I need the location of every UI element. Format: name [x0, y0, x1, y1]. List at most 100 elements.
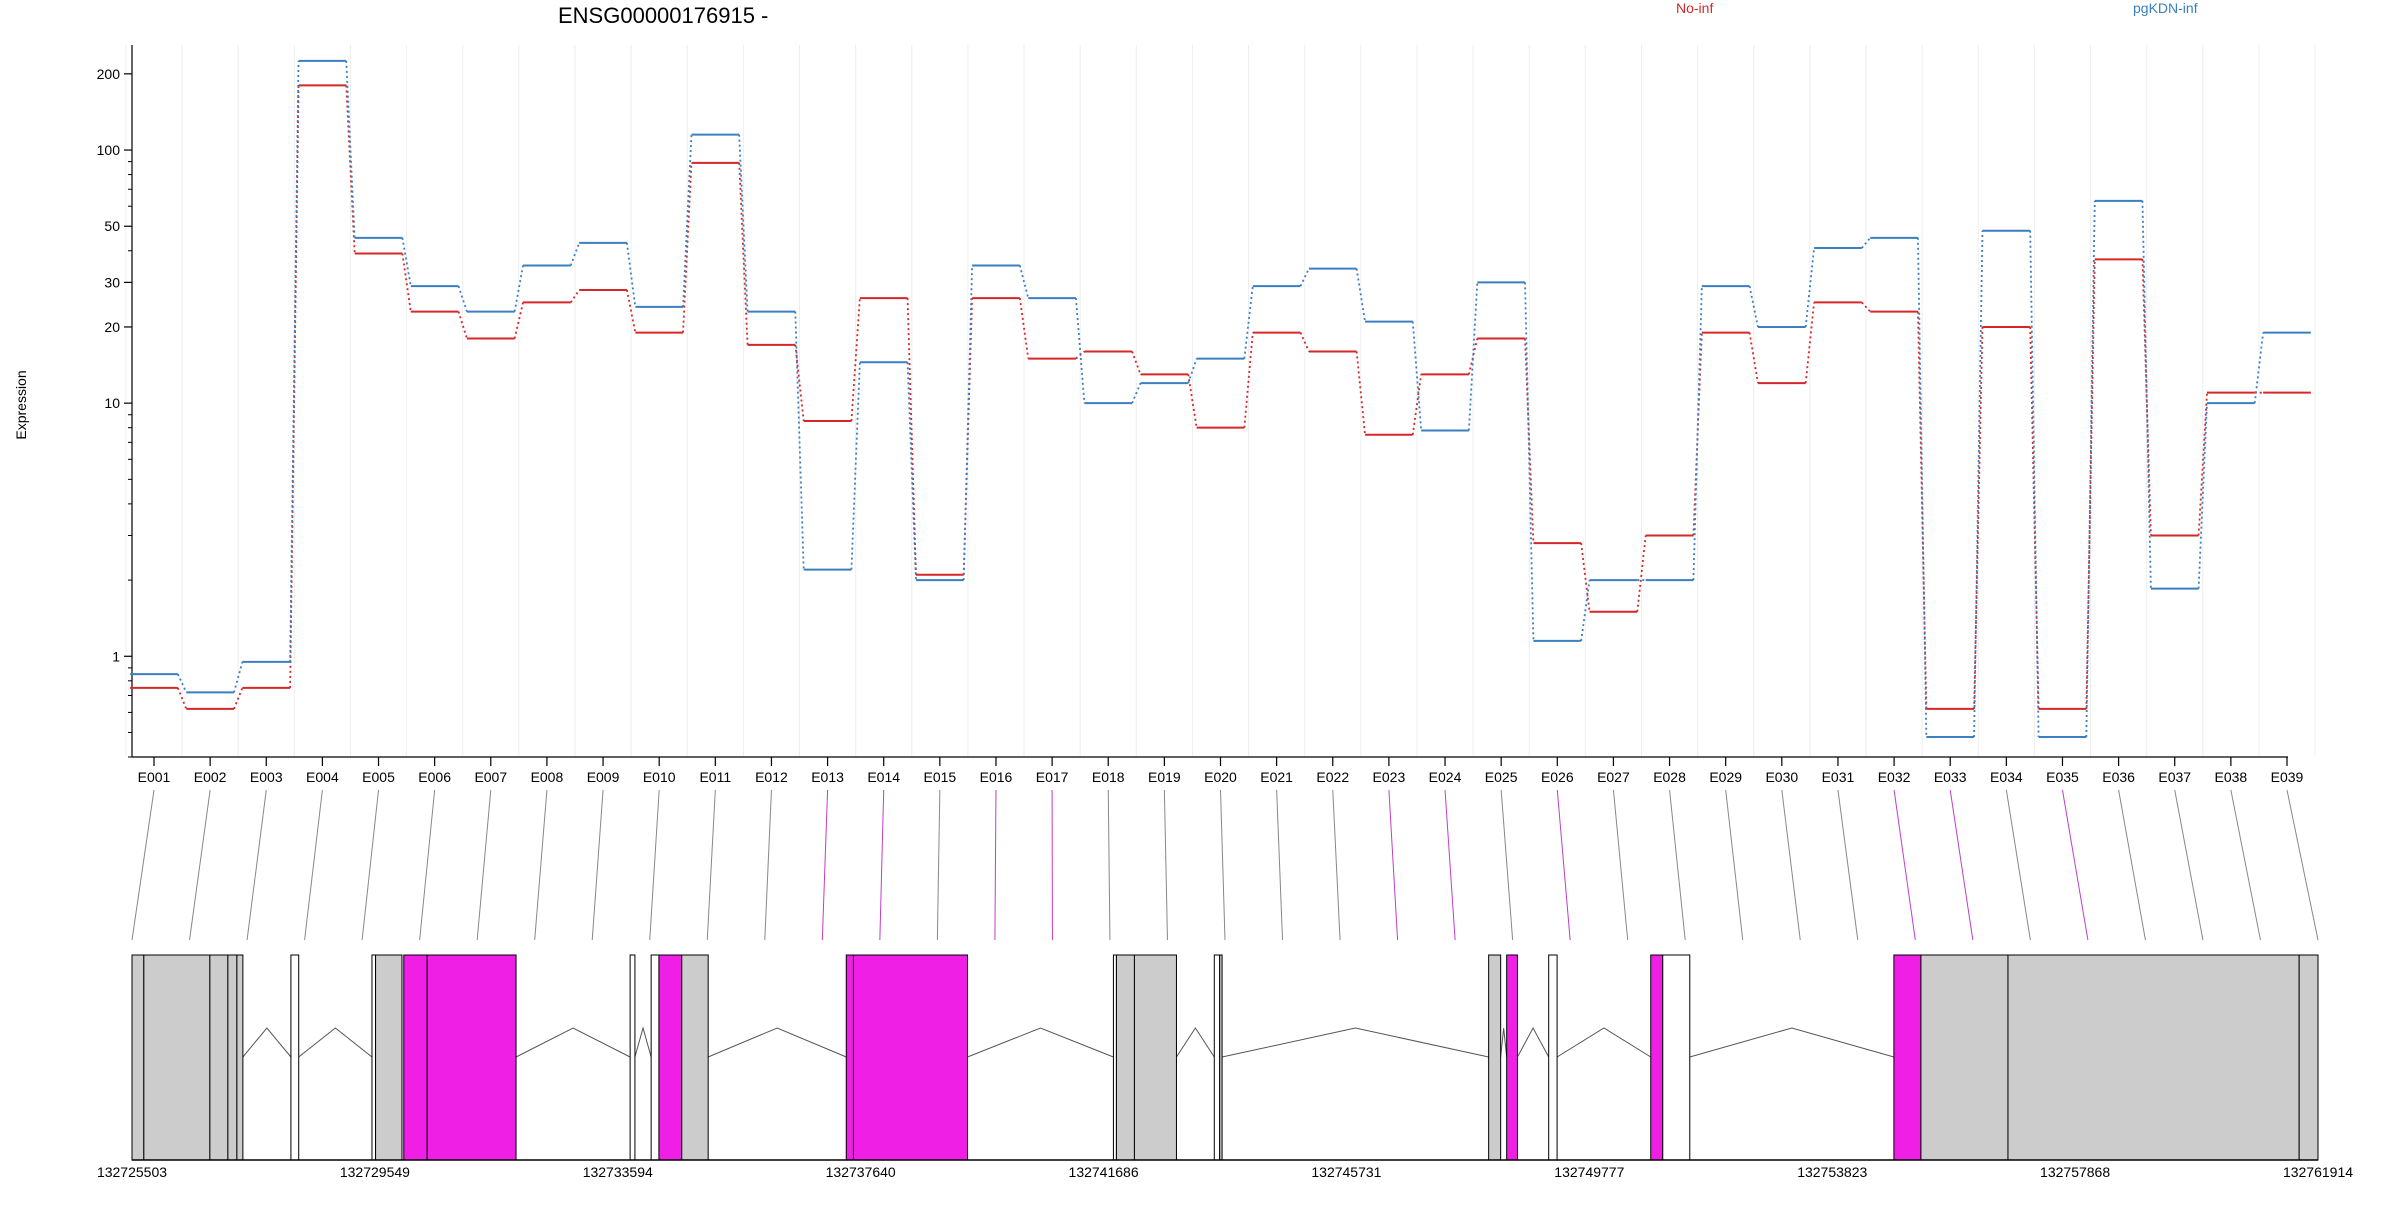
intron	[635, 1028, 651, 1057]
bin-connector	[995, 790, 996, 940]
bin-connector	[362, 790, 378, 940]
exon-block	[1489, 955, 1501, 1160]
bin-connector	[1670, 790, 1686, 940]
y-tick-label: 10	[104, 395, 120, 411]
intron	[1557, 1028, 1651, 1057]
x-tick-label: E009	[587, 769, 620, 785]
x-tick-label: E026	[1541, 769, 1574, 785]
intron	[708, 1028, 846, 1057]
exon-block	[2299, 955, 2318, 1160]
exon-block	[651, 955, 659, 1160]
exon-block	[659, 955, 682, 1160]
series-layer	[130, 61, 2311, 737]
genome-coordinate-label: 132729549	[340, 1164, 410, 1180]
bin-connector	[1838, 790, 1858, 940]
series-no-inf	[130, 85, 2311, 708]
y-axis-label: Expression	[13, 370, 29, 439]
bin-connector	[1221, 790, 1226, 940]
bin-connector	[2175, 790, 2203, 940]
legend-label-no-inf: No-inf	[1676, 0, 1713, 16]
exon-block	[376, 955, 402, 1160]
bin-connector	[420, 790, 435, 940]
bin-connector	[132, 790, 154, 940]
x-tick-label: E034	[1990, 769, 2023, 785]
x-tick-label: E023	[1373, 769, 1406, 785]
x-tick-label: E028	[1653, 769, 1686, 785]
x-tick-label: E035	[2046, 769, 2079, 785]
bin-connector	[2062, 790, 2087, 940]
bin-connector	[1782, 790, 1800, 940]
exon-block	[630, 955, 635, 1160]
exon-block	[1507, 955, 1518, 1160]
exon-block	[1220, 955, 1222, 1160]
grid-lines	[126, 45, 2315, 757]
bin-connector	[937, 790, 939, 940]
bin-connector	[1333, 790, 1340, 940]
bin-connector	[1726, 790, 1743, 940]
intron	[1222, 1028, 1489, 1057]
y-tick-label: 30	[104, 274, 120, 290]
x-tick-label: E031	[1822, 769, 1855, 785]
intron	[243, 1028, 291, 1057]
bin-connector	[247, 790, 266, 940]
x-tick-label: E010	[643, 769, 676, 785]
bin-connector	[1389, 790, 1398, 940]
bin-connector	[2006, 790, 2030, 940]
x-tick-label: E024	[1429, 769, 1462, 785]
bin-connector	[190, 790, 211, 940]
genome-coordinate-label: 132757868	[2040, 1164, 2110, 1180]
bin-connector	[1557, 790, 1570, 940]
y-tick-label: 20	[104, 319, 120, 335]
intron	[1176, 1028, 1214, 1057]
x-tick-label: E013	[811, 769, 844, 785]
bin-connector	[1894, 790, 1915, 940]
intron	[1501, 1028, 1507, 1057]
exon-block	[228, 955, 237, 1160]
exon-block	[144, 955, 210, 1160]
x-tick-label: E022	[1316, 769, 1349, 785]
bin-connector	[305, 790, 323, 940]
exon-block	[1663, 955, 1690, 1160]
x-tick-label: E021	[1260, 769, 1293, 785]
x-tick-label: E019	[1148, 769, 1181, 785]
x-tick-label: E020	[1204, 769, 1237, 785]
bin-connector	[1108, 790, 1110, 940]
x-tick-label: E011	[699, 769, 731, 785]
exon-block	[132, 955, 144, 1160]
x-tick-label: E036	[2102, 769, 2135, 785]
exon-block	[1651, 955, 1663, 1160]
exon-block	[1894, 955, 1921, 1160]
legend-label-pgkdn-inf: pgKDN-inf	[2133, 0, 2198, 16]
bin-connector	[707, 790, 715, 940]
bin-connector	[1445, 790, 1455, 940]
x-tick-label: E008	[531, 769, 564, 785]
genome-coordinate-label: 132749777	[1554, 1164, 1624, 1180]
bin-connector	[535, 790, 547, 940]
genome-coordinate-label: 132761914	[2283, 1164, 2353, 1180]
chart-title: ENSG00000176915 -	[558, 3, 768, 28]
exon-block	[1921, 955, 2008, 1160]
exon-block	[1549, 955, 1557, 1160]
y-tick-label: 200	[97, 66, 121, 82]
x-tick-label: E003	[250, 769, 283, 785]
x-tick-label: E018	[1092, 769, 1125, 785]
x-tick-label: E033	[1934, 769, 1967, 785]
genome-coordinate-label: 132733594	[583, 1164, 653, 1180]
x-tick-label: E004	[306, 769, 339, 785]
x-tick-label: E005	[362, 769, 395, 785]
genome-coordinate-label: 132753823	[1797, 1164, 1867, 1180]
x-tick-label: E030	[1765, 769, 1798, 785]
intron	[299, 1028, 372, 1057]
genome-coordinate-label: 132737640	[826, 1164, 896, 1180]
bin-connector	[822, 790, 827, 940]
bin-connector	[1277, 790, 1283, 940]
bin-connector	[1613, 790, 1627, 940]
bin-connector	[880, 790, 884, 940]
x-tick-label: E015	[923, 769, 956, 785]
intron	[1690, 1028, 1894, 1057]
x-tick-label: E039	[2271, 769, 2304, 785]
